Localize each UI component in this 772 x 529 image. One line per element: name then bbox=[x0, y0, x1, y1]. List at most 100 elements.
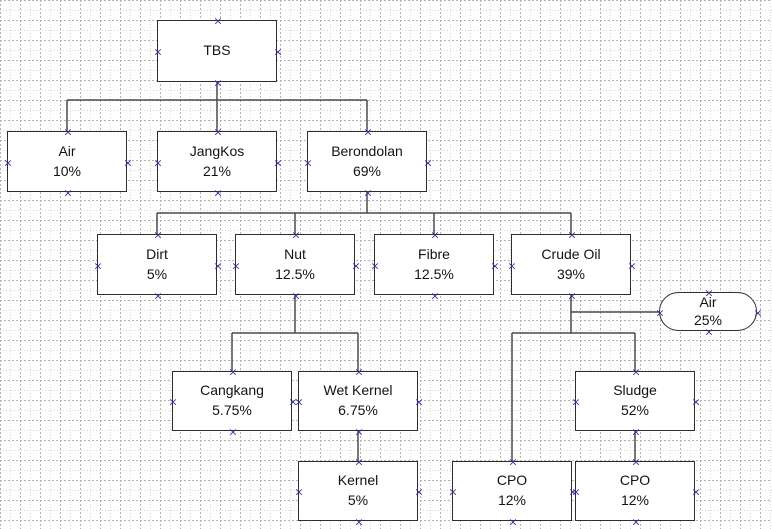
node-label: Cangkang bbox=[200, 382, 264, 399]
connection-point-icon: × bbox=[430, 228, 440, 242]
node-label: Air bbox=[58, 142, 76, 159]
node-fibre[interactable]: Fibre 12.5% × × × × bbox=[370, 230, 499, 302]
connection-point-icon: × bbox=[627, 259, 637, 272]
connection-point-icon: × bbox=[370, 259, 380, 272]
connection-point-icon: × bbox=[303, 156, 313, 169]
connection-point-icon: × bbox=[168, 395, 178, 409]
connection-point-icon: × bbox=[93, 259, 103, 272]
node-label: TBS bbox=[203, 42, 231, 59]
node-value: 52% bbox=[620, 402, 650, 418]
connection-point-icon: × bbox=[507, 259, 517, 272]
connection-point-icon: × bbox=[228, 425, 238, 439]
node-berondolan[interactable]: Berondolan 69% × × × × bbox=[303, 127, 432, 199]
connection-point-icon: × bbox=[490, 259, 500, 272]
connection-point-icon: × bbox=[291, 289, 301, 303]
connection-point-icon: × bbox=[291, 228, 301, 242]
node-sludge[interactable]: Sludge 52% × × × × bbox=[571, 367, 700, 438]
node-nut[interactable]: Nut 12.5% × × × × bbox=[231, 230, 360, 302]
connection-point-icon: × bbox=[213, 125, 223, 139]
node-value: 6.75% bbox=[338, 402, 378, 418]
node-cpo-1[interactable]: CPO 12% × × × × bbox=[448, 457, 577, 528]
connection-point-icon: × bbox=[354, 455, 364, 469]
connection-point-icon: × bbox=[231, 259, 241, 272]
node-value: 12% bbox=[497, 492, 527, 508]
node-air-25[interactable]: Air 25% × × × × bbox=[655, 288, 762, 338]
connection-point-icon: × bbox=[294, 485, 304, 499]
node-value: 12.5% bbox=[275, 265, 315, 282]
node-label: Air bbox=[699, 294, 717, 311]
connection-point-icon: × bbox=[631, 455, 641, 469]
node-label: JangKos bbox=[189, 142, 245, 159]
node-label: Dirt bbox=[146, 245, 168, 262]
connection-point-icon: × bbox=[63, 125, 73, 139]
connection-point-icon: × bbox=[363, 125, 373, 139]
connection-point-icon: × bbox=[294, 395, 304, 409]
connection-point-icon: × bbox=[3, 156, 13, 169]
node-value: 10% bbox=[52, 162, 82, 179]
connection-point-icon: × bbox=[508, 455, 518, 469]
connection-point-icon: × bbox=[691, 485, 701, 499]
connection-point-icon: × bbox=[351, 259, 361, 272]
connection-point-icon: × bbox=[571, 395, 581, 409]
connection-point-icon: × bbox=[354, 515, 364, 529]
node-value: 5.75% bbox=[212, 402, 252, 418]
node-label: Nut bbox=[284, 245, 306, 262]
connection-point-icon: × bbox=[631, 425, 641, 439]
connection-point-icon: × bbox=[273, 45, 283, 59]
connection-point-icon: × bbox=[63, 186, 73, 200]
connection-point-icon: × bbox=[153, 228, 163, 242]
node-dirt[interactable]: Dirt 5% × × × × bbox=[93, 230, 222, 302]
connection-point-icon: × bbox=[567, 289, 577, 303]
connection-point-icon: × bbox=[571, 485, 581, 499]
connection-point-icon: × bbox=[448, 485, 458, 499]
connection-point-icon: × bbox=[753, 306, 763, 319]
connection-point-icon: × bbox=[153, 289, 163, 303]
connection-point-icon: × bbox=[631, 515, 641, 529]
node-wet-kernel[interactable]: Wet Kernel 6.75% × × × × bbox=[294, 367, 423, 438]
node-label: Kernel bbox=[337, 472, 379, 489]
node-value: 39% bbox=[556, 265, 586, 282]
connection-point-icon: × bbox=[153, 156, 163, 169]
connection-point-icon: × bbox=[288, 395, 298, 409]
node-air-10[interactable]: Air 10% × × × × bbox=[3, 127, 132, 199]
connection-point-icon: × bbox=[567, 228, 577, 242]
node-value: 69% bbox=[352, 162, 382, 179]
node-value: 5% bbox=[146, 265, 168, 282]
node-crude-oil[interactable]: Crude Oil 39% × × × × bbox=[507, 230, 636, 302]
connection-point-icon: × bbox=[354, 425, 364, 439]
node-cpo-2[interactable]: CPO 12% × × × × bbox=[571, 457, 700, 528]
node-value: 5% bbox=[347, 492, 369, 508]
connection-point-icon: × bbox=[354, 365, 364, 379]
connection-point-icon: × bbox=[153, 45, 163, 59]
connection-point-icon: × bbox=[430, 289, 440, 303]
node-label: Crude Oil bbox=[541, 245, 601, 262]
connection-point-icon: × bbox=[213, 186, 223, 200]
node-jangkos[interactable]: JangKos 21% × × × × bbox=[153, 127, 282, 199]
connection-point-icon: × bbox=[414, 485, 424, 499]
connection-point-icon: × bbox=[691, 395, 701, 409]
connection-point-icon: × bbox=[414, 395, 424, 409]
node-label: Berondolan bbox=[331, 142, 403, 159]
node-kernel[interactable]: Kernel 5% × × × × bbox=[294, 457, 423, 528]
node-tbs[interactable]: TBS × × × × bbox=[153, 16, 282, 89]
connection-point-icon: × bbox=[213, 259, 223, 272]
connection-point-icon: × bbox=[213, 14, 223, 28]
node-cangkang[interactable]: Cangkang 5.75% × × × × bbox=[168, 367, 297, 438]
node-label: Wet Kernel bbox=[323, 382, 393, 399]
node-value: 21% bbox=[202, 162, 232, 179]
node-value: 12% bbox=[620, 492, 650, 508]
node-label: Sludge bbox=[613, 382, 657, 399]
node-value: 25% bbox=[693, 311, 723, 328]
connection-point-icon: × bbox=[228, 365, 238, 379]
connection-point-icon: × bbox=[655, 306, 665, 319]
connection-point-icon: × bbox=[273, 156, 283, 169]
connection-point-icon: × bbox=[423, 156, 433, 169]
connection-point-icon: × bbox=[213, 76, 223, 90]
node-label: CPO bbox=[496, 472, 528, 489]
connection-point-icon: × bbox=[123, 156, 133, 169]
node-label: CPO bbox=[619, 472, 651, 489]
connection-point-icon: × bbox=[508, 515, 518, 529]
